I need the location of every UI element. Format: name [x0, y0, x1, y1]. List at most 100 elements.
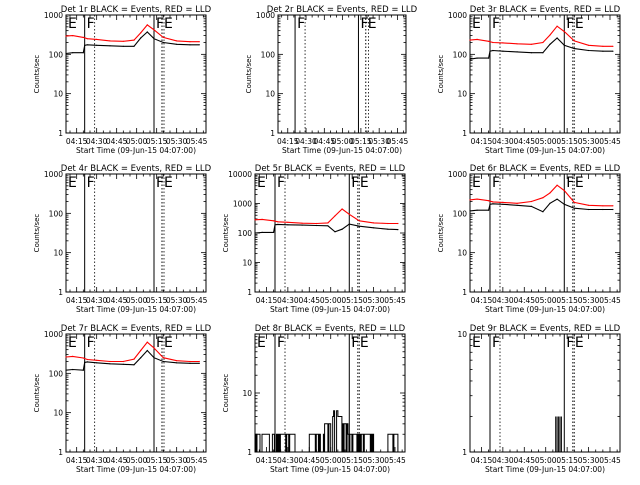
x-tick-label: 05:00	[320, 456, 342, 465]
chart-title: Det 6r BLACK = Events, RED = LLD	[470, 164, 621, 174]
flag-label-f: F	[87, 335, 95, 351]
y-tick-label: 100	[49, 209, 64, 218]
x-tick-label: 04:45	[106, 296, 128, 305]
data-point	[287, 224, 289, 226]
data-point	[133, 45, 135, 47]
data-point	[542, 197, 544, 199]
y-tick-label: 10	[242, 259, 252, 268]
flag-label-f: F	[360, 16, 368, 32]
data-point	[530, 52, 533, 54]
flag-label-f: F	[351, 335, 359, 351]
plot-frame	[277, 14, 407, 134]
data-point	[109, 45, 111, 47]
data-point	[189, 41, 191, 43]
chart-panel-1: Det 1r BLACK = Events, RED = LLD 1 10 100 10…	[33, 5, 212, 155]
flag-label-f: F	[156, 16, 164, 32]
y-tick-label: 100	[261, 50, 276, 59]
data-point	[502, 203, 504, 205]
data-point	[133, 364, 135, 366]
data-point	[261, 231, 263, 233]
data-point	[476, 198, 478, 200]
data-point	[189, 360, 191, 363]
data-point	[162, 357, 164, 359]
flag-label-f: F	[297, 16, 305, 32]
data-point	[502, 50, 504, 52]
data-point	[573, 48, 575, 50]
y-tick-label: 1000	[448, 11, 467, 20]
data-point	[397, 222, 399, 225]
data-point	[573, 201, 575, 203]
data-point	[469, 39, 471, 41]
chart-title: Det 4r BLACK = Events, RED = LLD	[61, 164, 212, 174]
x-tick-label: 04:30	[86, 456, 108, 465]
x-tick-label: 04:45	[106, 456, 128, 465]
x-axis-label: Start Time (09-Jun-15 04:07:00)	[282, 146, 402, 155]
y-tick-label: 1	[58, 448, 63, 457]
y-axis-label: Counts/sec	[33, 55, 41, 94]
data-point	[72, 35, 74, 37]
series-2	[65, 31, 200, 55]
data-point	[277, 223, 279, 225]
data-point	[189, 362, 191, 364]
data-point	[387, 222, 389, 225]
data-point	[86, 361, 88, 363]
data-point	[140, 349, 142, 352]
chart-title: Det 3r BLACK = Events, RED = LLD	[470, 5, 621, 15]
x-tick-label: 04:15	[66, 296, 88, 305]
data-point	[530, 43, 533, 45]
x-tick-label: 04:30	[277, 456, 299, 465]
y-tick-label: 1	[247, 448, 252, 457]
series-2	[469, 37, 613, 60]
data-point	[82, 52, 84, 54]
data-point	[556, 198, 558, 200]
x-axis-label: Start Time (09-Jun-15 04:07:00)	[76, 465, 196, 474]
data-point	[469, 199, 471, 201]
x-axis-label: Start Time (09-Jun-15 04:07:00)	[270, 465, 390, 474]
x-tick-label: 05:00	[535, 296, 557, 305]
x-tick-label: 04:30	[492, 456, 514, 465]
chart-panel-7: Det 7r BLACK = Events, RED = LLD 1 10 100 10…	[33, 324, 212, 474]
data-point	[612, 50, 614, 52]
data-point	[189, 44, 191, 46]
data-point	[502, 201, 504, 203]
data-point	[82, 357, 84, 359]
data-point	[274, 224, 276, 226]
chart-title: Det 5r BLACK = Events, RED = LLD	[255, 164, 406, 174]
data-point	[146, 31, 148, 33]
flag-label-e: E	[368, 16, 377, 32]
x-tick-label: 05:00	[320, 296, 342, 305]
flag-label-f: F	[277, 175, 285, 191]
data-point	[492, 203, 494, 205]
plot-frame	[65, 333, 207, 453]
data-point	[146, 341, 148, 343]
x-tick-label: 04:45	[513, 296, 535, 305]
data-point	[602, 208, 604, 211]
x-tick-label: 04:30	[86, 296, 108, 305]
y-tick-label: 1000	[44, 170, 63, 179]
data-point	[301, 224, 303, 226]
data-point	[588, 208, 590, 211]
data-point	[516, 202, 518, 204]
flag-label-f: F	[566, 16, 574, 32]
x-axis-label: Start Time (09-Jun-15 04:07:00)	[485, 465, 605, 474]
flag-label-f: F	[277, 335, 285, 351]
data-point	[542, 211, 544, 213]
data-point	[327, 222, 329, 224]
data-point	[84, 361, 86, 363]
flag-label-e: E	[68, 335, 77, 351]
data-point	[82, 369, 84, 371]
data-point	[516, 204, 518, 206]
data-point	[489, 203, 491, 205]
y-tick-label: 1	[58, 129, 63, 138]
plot-frame	[65, 14, 207, 134]
y-axis-label: Counts/sec	[437, 55, 445, 94]
data-point	[162, 41, 164, 44]
y-tick-label: 10	[457, 90, 467, 99]
x-tick-label: 05:00	[126, 456, 148, 465]
x-tick-label: 05:15	[350, 137, 372, 146]
y-tick-label: 1	[462, 448, 467, 457]
x-tick-label: 05:30	[166, 456, 188, 465]
data-point	[373, 222, 375, 224]
